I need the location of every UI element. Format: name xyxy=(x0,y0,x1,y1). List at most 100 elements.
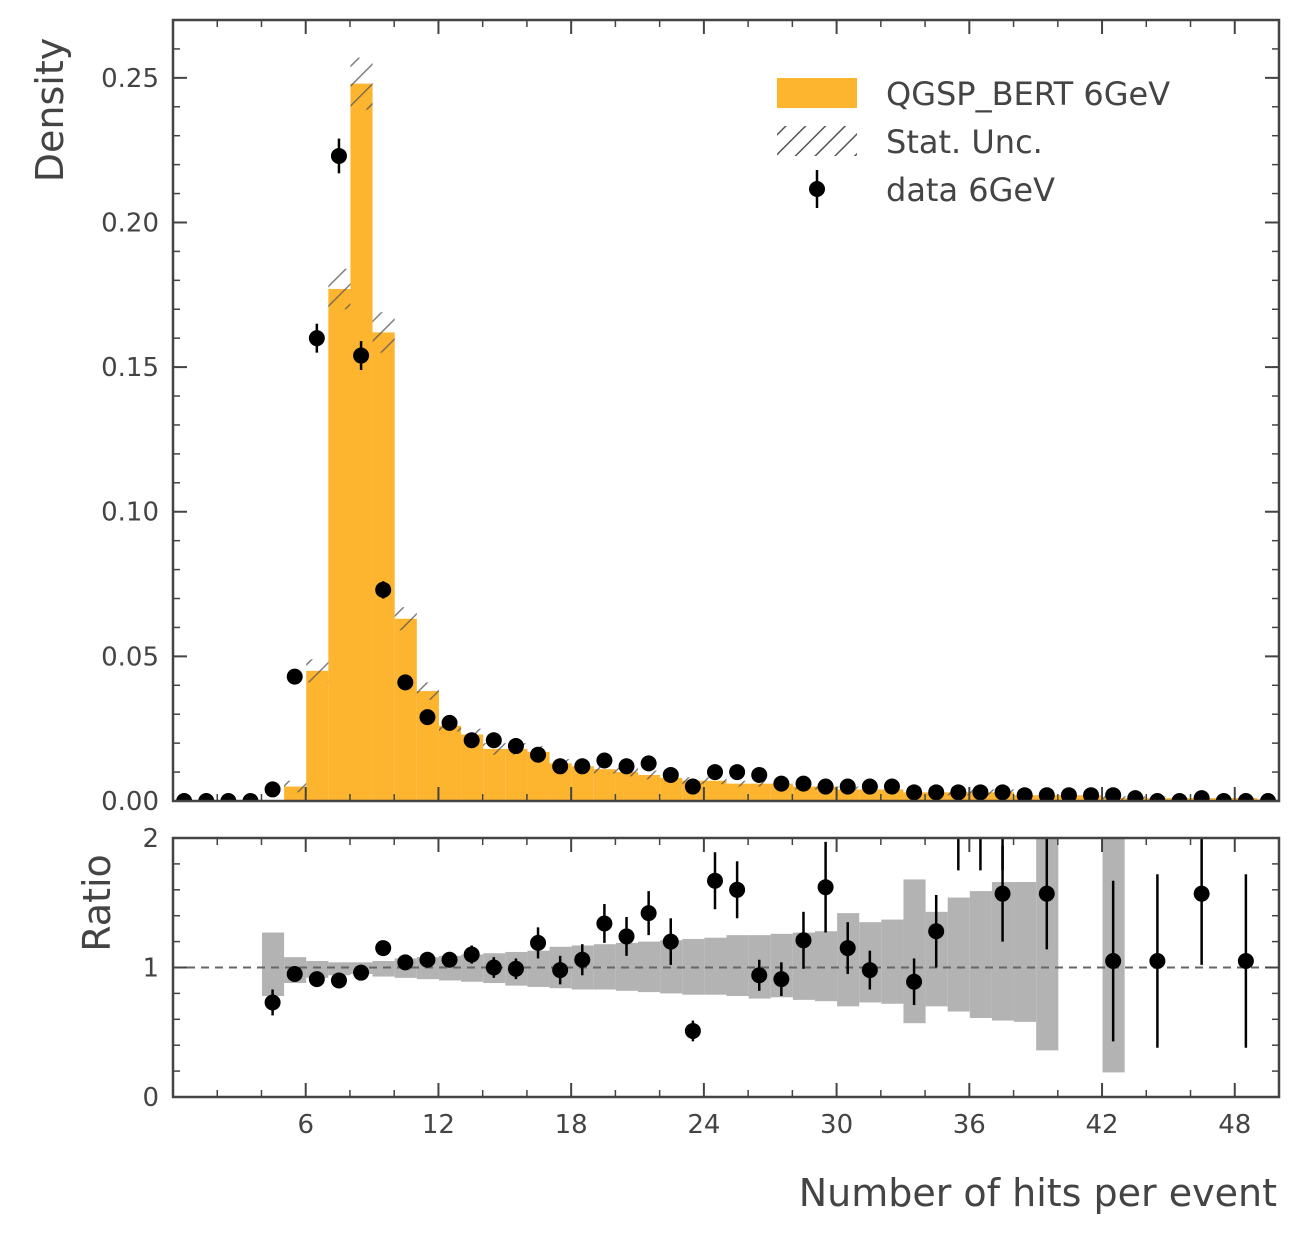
ratio-point xyxy=(839,940,856,957)
mc-unc-band xyxy=(372,312,395,353)
data-point xyxy=(618,758,635,775)
main-ytick-labels: 0.00 0.05 0.10 0.15 0.20 0.25 xyxy=(101,64,159,817)
data-point xyxy=(972,784,989,801)
data-point xyxy=(950,784,967,801)
data-point xyxy=(463,732,480,749)
main-frame xyxy=(171,18,1281,803)
data-point xyxy=(596,752,613,769)
mc-unc-band xyxy=(726,780,749,787)
mc-bar xyxy=(792,786,815,801)
ratio-point xyxy=(330,972,347,989)
mc-bar xyxy=(416,691,439,801)
ratio-xtick-label: 36 xyxy=(953,1110,986,1140)
data-point xyxy=(198,793,215,801)
ratio-point xyxy=(1149,953,1166,970)
ratio-panel: 012 6 12 18 24 30 36 42 48 Ratio Number of hits… xyxy=(75,824,1281,1215)
ratio-point xyxy=(618,928,635,945)
data-point xyxy=(640,755,657,772)
data-point xyxy=(1237,793,1254,801)
ratio-point xyxy=(574,951,591,968)
data-point xyxy=(1105,787,1122,801)
ratio-band-bin xyxy=(328,962,351,976)
legend-entry-data: data 6GeV xyxy=(809,170,1055,209)
ratio-band-bin xyxy=(726,935,749,996)
ratio-ytick-label: 1 xyxy=(142,954,159,984)
data-point xyxy=(662,766,679,783)
data-point xyxy=(1215,793,1232,801)
ratio-point xyxy=(640,905,657,922)
ratio-point xyxy=(353,964,370,981)
mc-bar xyxy=(394,618,417,801)
main-panel: 0.00 0.05 0.10 0.15 0.20 0.25 Density QGSP_BE… xyxy=(28,18,1281,817)
mc-histogram xyxy=(284,83,1279,801)
ratio-point xyxy=(1193,885,1210,902)
ratio-xtick-labels: 6 12 18 24 30 36 42 48 xyxy=(297,1110,1251,1140)
ratio-band-bin xyxy=(1014,882,1037,1022)
data-point xyxy=(861,778,878,795)
ratio-point xyxy=(928,923,945,940)
mc-bar xyxy=(837,789,860,801)
data-point xyxy=(264,781,281,798)
mc-unc-band xyxy=(416,682,439,700)
mc-bar xyxy=(638,774,661,801)
ratio-xtick-label: 12 xyxy=(422,1110,455,1140)
ratio-point xyxy=(861,962,878,979)
mc-bar xyxy=(438,725,462,801)
data-point xyxy=(795,775,812,792)
ratio-point xyxy=(375,940,392,957)
ratio-point xyxy=(441,951,458,968)
mc-bar xyxy=(328,289,351,801)
data-point xyxy=(1193,790,1210,801)
mc-bar xyxy=(726,783,749,801)
ratio-band-bin xyxy=(261,932,285,996)
data-point xyxy=(507,738,524,755)
ratio-point xyxy=(707,872,723,889)
data-point xyxy=(485,732,502,749)
legend-entry-mc: QGSP_BERT 6GeV xyxy=(777,75,1170,113)
mc-bar xyxy=(571,766,594,801)
data-point xyxy=(419,709,436,726)
data-point xyxy=(729,764,746,781)
ratio-xtick-label: 18 xyxy=(555,1110,588,1140)
ratio-point xyxy=(1105,953,1122,970)
main-ytick-label: 0.10 xyxy=(101,498,159,528)
mc-bar xyxy=(527,751,550,801)
data-point xyxy=(441,714,458,731)
y-axis-title-density: Density xyxy=(28,38,72,182)
mc-unc-band xyxy=(483,743,506,755)
data-point xyxy=(530,746,547,763)
data-point xyxy=(286,668,303,685)
data-point xyxy=(1127,790,1144,801)
legend-label-mc: QGSP_BERT 6GeV xyxy=(886,75,1170,113)
mc-bar xyxy=(350,83,373,801)
data-point xyxy=(330,147,347,164)
ratio-plot-area xyxy=(173,838,1279,1073)
ratio-xtick-label: 24 xyxy=(687,1110,720,1140)
main-ytick-label: 0.05 xyxy=(101,642,159,672)
ratio-xtick-label: 48 xyxy=(1218,1110,1251,1140)
mc-stat-unc xyxy=(284,57,1279,801)
mc-unc-band xyxy=(748,780,771,787)
ratio-point xyxy=(773,971,790,988)
data-point xyxy=(773,775,790,792)
mc-bar xyxy=(461,734,484,801)
data-point xyxy=(1171,793,1188,801)
data-point xyxy=(574,758,591,775)
ratio-xtick-label: 30 xyxy=(820,1110,853,1140)
ratio-point xyxy=(662,933,679,950)
ratio-point xyxy=(994,885,1011,902)
data-point xyxy=(1060,787,1077,801)
mc-bar xyxy=(306,670,329,801)
ratio-band-bin xyxy=(372,961,395,977)
ratio-band-bin xyxy=(881,919,904,1004)
ratio-point xyxy=(751,967,768,984)
ratio-point xyxy=(906,973,923,990)
data-points xyxy=(176,138,1276,801)
mc-unc-band xyxy=(394,607,417,631)
data-point xyxy=(883,778,900,795)
data-point xyxy=(839,778,856,795)
ratio-points xyxy=(264,838,1254,1048)
ratio-point xyxy=(485,959,502,976)
ratio-point xyxy=(1237,953,1254,970)
mc-bar xyxy=(748,783,771,801)
